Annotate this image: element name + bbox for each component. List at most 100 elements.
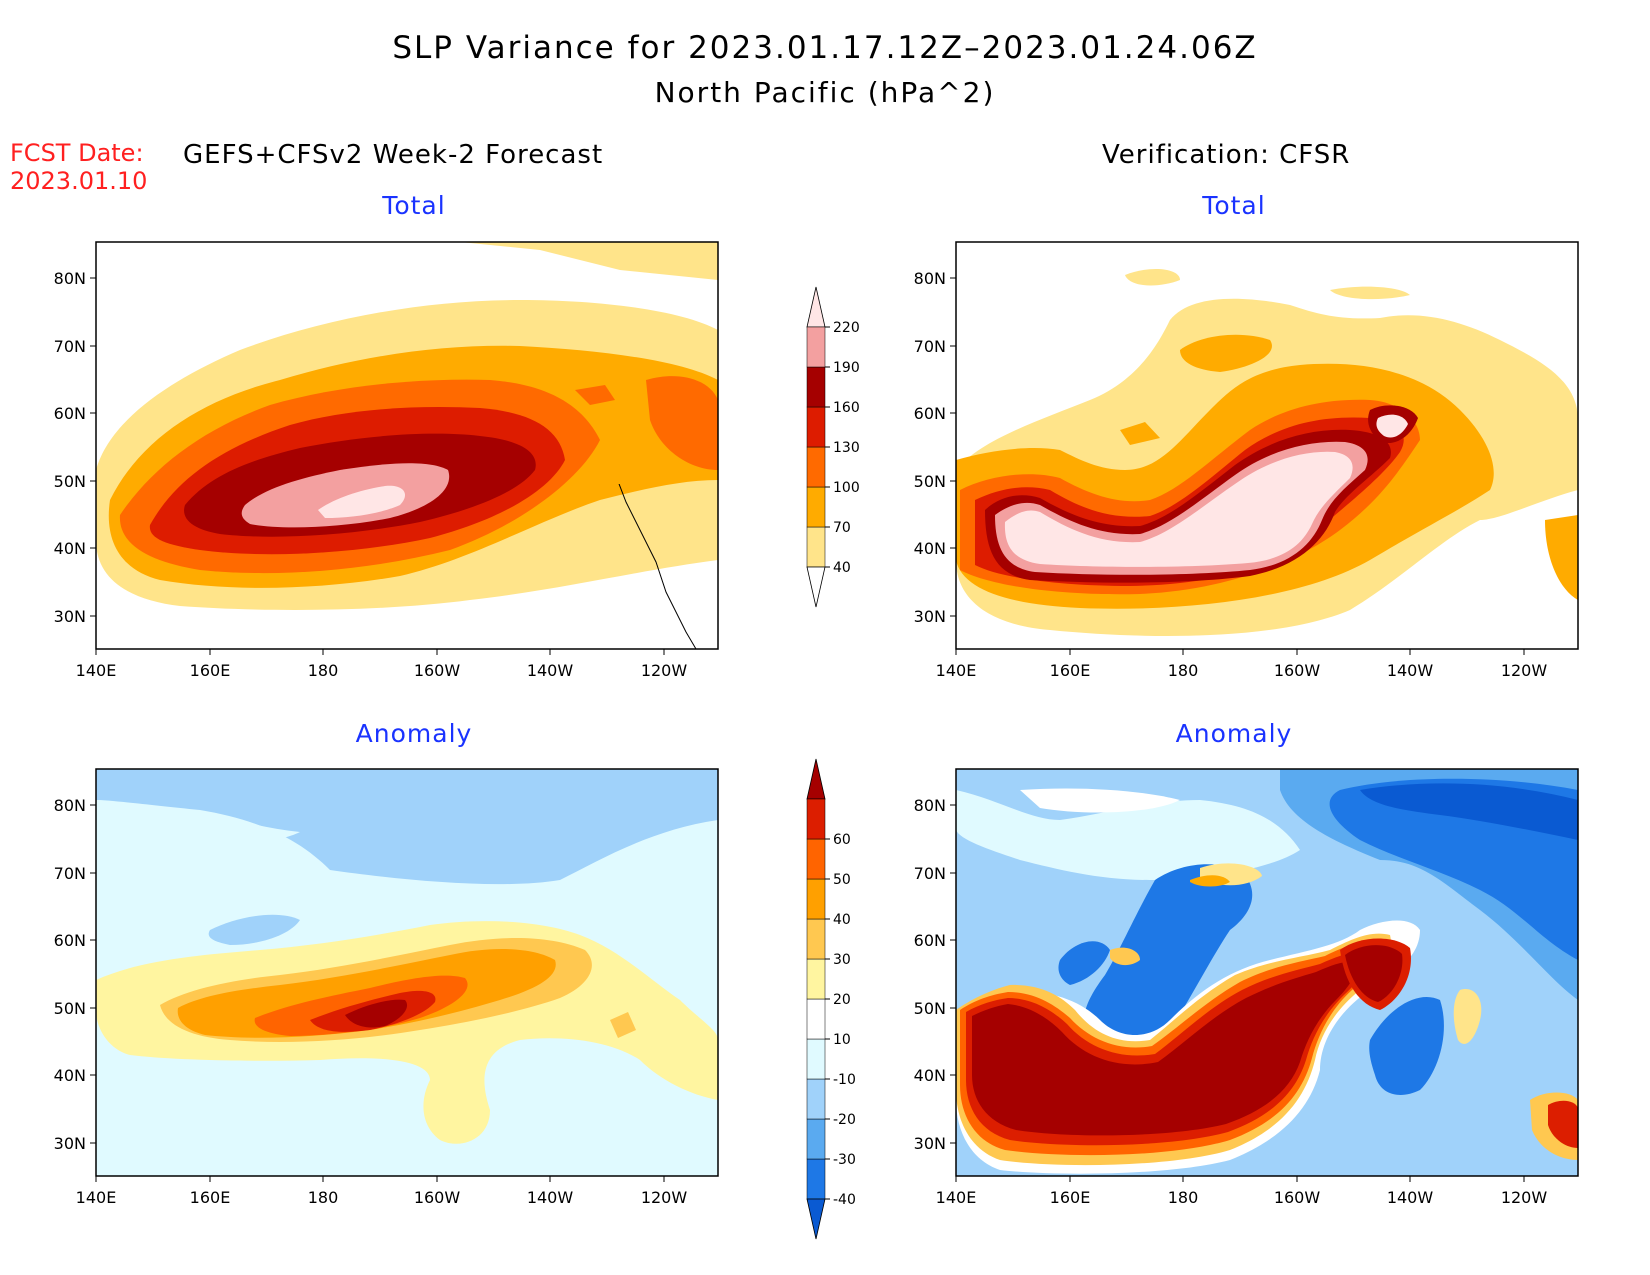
colorbar-segment [806, 998, 826, 1040]
forecast-total-title: Total [382, 191, 446, 220]
forecast-column-header: GEFS+CFSv2 Week-2 Forecast [183, 140, 604, 170]
lon-tick-label: 160W [414, 661, 461, 680]
lat-tick-label: 50N [54, 472, 86, 491]
colorbar-segment [806, 406, 826, 448]
lon-tick-label: 160W [1274, 1188, 1321, 1207]
lon-tick-label: 160E [190, 1188, 231, 1207]
lon-tick-label: 180 [1168, 661, 1199, 680]
lat-tick-label: 30N [914, 607, 946, 626]
colorbar-tick-label: 220 [833, 320, 860, 336]
lon-tick-label: 180 [1168, 1188, 1199, 1207]
colorbar-tick-label: 70 [833, 520, 851, 536]
lat-tick-label: 80N [54, 269, 86, 288]
verification-column-header: Verification: CFSR [1102, 140, 1351, 170]
fcst-date-value: 2023.01.10 [10, 167, 148, 195]
colorbar-segment [806, 526, 826, 568]
colorbar-tick-label: 130 [833, 440, 860, 456]
colorbar-segment [806, 1038, 826, 1080]
colorbar-tick-label: 100 [833, 480, 860, 496]
lon-tick-label: 140E [936, 661, 977, 680]
lon-tick-label: 180 [308, 661, 339, 680]
colorbar-tick-label: -30 [833, 1152, 856, 1168]
colorbar-total: 40 70 100 130 160 190 220 [806, 286, 860, 608]
lat-tick-label: 80N [54, 796, 86, 815]
lat-tick-label: 80N [914, 269, 946, 288]
colorbar-tick-label: 40 [833, 560, 851, 576]
colorbar-segment [806, 918, 826, 960]
colorbar-tick-label: 50 [833, 872, 851, 888]
colorbar-tick-label: 40 [833, 912, 851, 928]
colorbar-segment [806, 1118, 826, 1160]
forecast-anomaly-title: Anomaly [355, 719, 473, 748]
lat-tick-label: 70N [54, 864, 86, 883]
verification-total-title: Total [1202, 191, 1266, 220]
forecast-total-map [95, 241, 719, 650]
colorbar-segment [806, 1158, 826, 1200]
lat-tick-label: 30N [54, 1134, 86, 1153]
lat-tick-label: 70N [914, 337, 946, 356]
lat-tick-label: 70N [914, 864, 946, 883]
colorbar-segment [806, 878, 826, 920]
colorbar-tick-label: -40 [833, 1192, 856, 1208]
colorbar-segment [806, 1198, 826, 1240]
colorbar-tick-label: 60 [833, 832, 851, 848]
colorbar-tick-label: 30 [833, 952, 851, 968]
lon-tick-label: 160W [1274, 661, 1321, 680]
main-title: SLP Variance for 2023.01.17.12Z–2023.01.… [392, 30, 1258, 66]
colorbar-segment [806, 326, 826, 368]
lon-tick-label: 120W [641, 1188, 688, 1207]
lon-tick-label: 140E [76, 661, 117, 680]
lon-tick-label: 140W [1387, 661, 1434, 680]
colorbar-tick-label: -10 [833, 1072, 856, 1088]
lon-tick-label: 140E [76, 1188, 117, 1207]
lat-tick-label: 60N [54, 931, 86, 950]
colorbar-segment [806, 838, 826, 880]
colorbar-segment [806, 566, 826, 608]
lon-tick-label: 140W [527, 661, 574, 680]
lat-tick-label: 40N [54, 1066, 86, 1085]
lat-tick-label: 40N [914, 539, 946, 558]
lat-tick-label: 40N [54, 539, 86, 558]
colorbar-segment [806, 286, 826, 328]
verification-anomaly-map [955, 768, 1579, 1177]
lon-tick-label: 160E [1050, 661, 1091, 680]
lon-tick-label: 120W [1501, 1188, 1548, 1207]
main-subtitle: North Pacific (hPa^2) [654, 76, 996, 109]
fcst-date-label: FCST Date: 2023.01.10 [10, 139, 147, 195]
lat-tick-label: 50N [914, 472, 946, 491]
lat-tick-label: 30N [914, 1134, 946, 1153]
colorbar-tick-label: 160 [833, 400, 860, 416]
colorbar-segment [806, 758, 826, 800]
colorbar-segment [806, 486, 826, 528]
colorbar-segment [806, 798, 826, 840]
lon-tick-label: 160W [414, 1188, 461, 1207]
lat-tick-label: 60N [914, 404, 946, 423]
fcst-date-caption: FCST Date: [10, 139, 144, 167]
colorbar-tick-label: 10 [833, 1032, 851, 1048]
verification-total-map [955, 241, 1579, 650]
lat-tick-label: 70N [54, 337, 86, 356]
verification-anomaly-title: Anomaly [1175, 719, 1293, 748]
colorbar-tick-label: -20 [833, 1112, 856, 1128]
lon-tick-label: 140E [936, 1188, 977, 1207]
lon-tick-label: 120W [641, 661, 688, 680]
colorbar-tick-label: 20 [833, 992, 851, 1008]
colorbar-segment [806, 446, 826, 488]
lon-tick-label: 140W [1387, 1188, 1434, 1207]
lat-tick-label: 30N [54, 607, 86, 626]
lat-tick-label: 60N [54, 404, 86, 423]
colorbar-segment [806, 958, 826, 1000]
lat-tick-label: 40N [914, 1066, 946, 1085]
lat-tick-label: 50N [54, 999, 86, 1018]
lon-tick-label: 160E [1050, 1188, 1091, 1207]
colorbar-segment [806, 1078, 826, 1120]
forecast-anomaly-map [95, 768, 719, 1177]
lat-tick-label: 60N [914, 931, 946, 950]
lon-tick-label: 160E [190, 661, 231, 680]
lat-tick-label: 80N [914, 796, 946, 815]
colorbar-tick-label: 190 [833, 360, 860, 376]
lat-tick-label: 50N [914, 999, 946, 1018]
lon-tick-label: 120W [1501, 661, 1548, 680]
lon-tick-label: 180 [308, 1188, 339, 1207]
